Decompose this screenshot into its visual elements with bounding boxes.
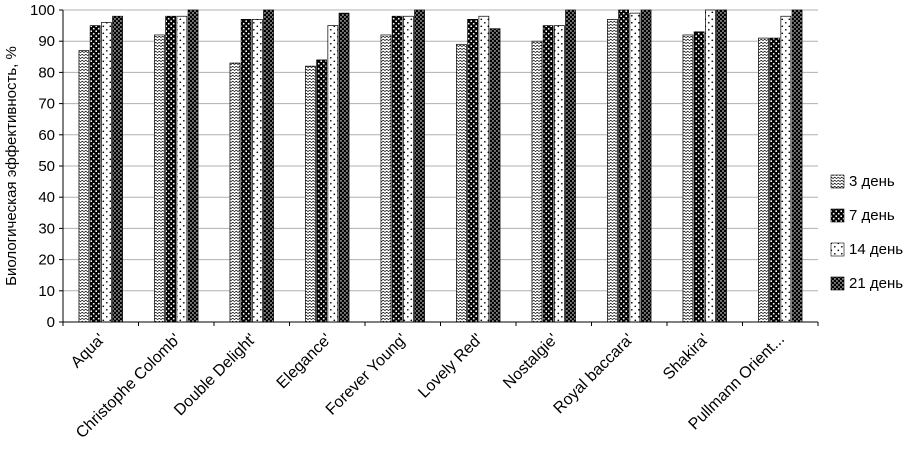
legend-swatch [830,242,845,257]
y-tick-label: 0 [47,314,55,331]
y-tick-label: 20 [38,252,55,269]
legend-label: 21 день [849,275,903,292]
legend-item: 21 день [830,275,903,292]
bar-s3-c6 [565,9,576,323]
y-tick-label: 70 [38,96,55,113]
bar-s2-c0 [100,22,112,323]
bar-s0-c0 [78,50,90,323]
y-tick-label: 80 [38,64,55,81]
bar-s2-c7 [629,12,641,323]
bar-s1-c8 [693,31,705,323]
y-tick-label: 10 [38,283,55,300]
bar-s2-c8 [704,9,716,323]
gridlines [63,9,818,292]
bar-s1-c2 [240,19,252,323]
bar-s2-c9 [780,15,792,323]
legend-swatch [830,174,845,189]
bar-s1-c9 [769,37,781,323]
y-tick-label: 100 [30,2,55,19]
bar-s1-c3 [316,59,327,323]
bar-s0-c5 [456,43,467,323]
bar-s1-c6 [542,25,554,323]
legend-item: 7 день [830,207,895,224]
bar-s3-c3 [338,12,350,323]
bar-s3-c7 [640,9,652,323]
x-category-label: Lovely Red' [415,331,486,402]
bar-s1-c4 [391,15,403,323]
legend-item: 3 день [830,173,895,190]
x-category-label: Double Delight' [171,331,259,419]
bar-s1-c0 [89,25,101,323]
bar-s1-c7 [618,9,630,323]
bar-s2-c5 [478,15,490,323]
x-category-label: Shakira' [660,331,713,384]
bar-s3-c4 [414,9,425,323]
bar-s0-c8 [682,34,694,323]
bar-s0-c6 [531,40,543,323]
bar-s3-c1 [187,9,199,323]
bar-s2-c4 [403,15,414,323]
bar-s1-c1 [165,15,176,323]
legend-item: 14 день [830,241,903,258]
bar-s1-c5 [467,19,478,323]
x-category-label: Nostalgie' [500,331,561,392]
bar-s0-c4 [380,34,392,323]
bar-s0-c3 [305,65,316,323]
bar-s2-c1 [176,15,188,323]
x-category-label: Royal baccara' [551,331,637,417]
y-tick-label: 30 [38,220,55,237]
legend-label: 3 день [849,173,895,190]
bar-s3-c2 [263,9,274,323]
bar-s3-c0 [112,15,123,323]
legend-label: 14 день [849,241,903,258]
y-tick-label: 90 [38,33,55,50]
x-category-label: Forever Young' [323,331,411,419]
y-tick-label: 60 [38,127,55,144]
legend-label: 7 день [849,207,895,224]
y-tick-label: 50 [38,158,55,175]
bar-s0-c1 [154,34,165,323]
bar-groups [78,9,803,323]
bar-s2-c6 [553,25,565,323]
bar-s3-c8 [716,9,727,323]
legend-swatch [830,276,845,291]
axes [59,9,819,326]
legend-swatch [830,208,845,223]
y-tick-label: 40 [38,189,55,206]
y-axis-title: Биологическая эффективность, % [3,46,20,286]
bar-s0-c2 [229,62,241,323]
bar-s0-c9 [758,37,769,323]
chart-legend: 3 день 7 день 14 день 21 день [830,173,903,292]
bar-s3-c5 [489,28,501,323]
bar-s2-c2 [252,19,263,323]
x-category-label: Elegance' [274,331,335,392]
bar-s0-c7 [607,19,618,323]
x-category-label: Aqua' [68,331,109,372]
bar-s3-c9 [791,9,803,323]
bar-s2-c3 [327,25,339,323]
